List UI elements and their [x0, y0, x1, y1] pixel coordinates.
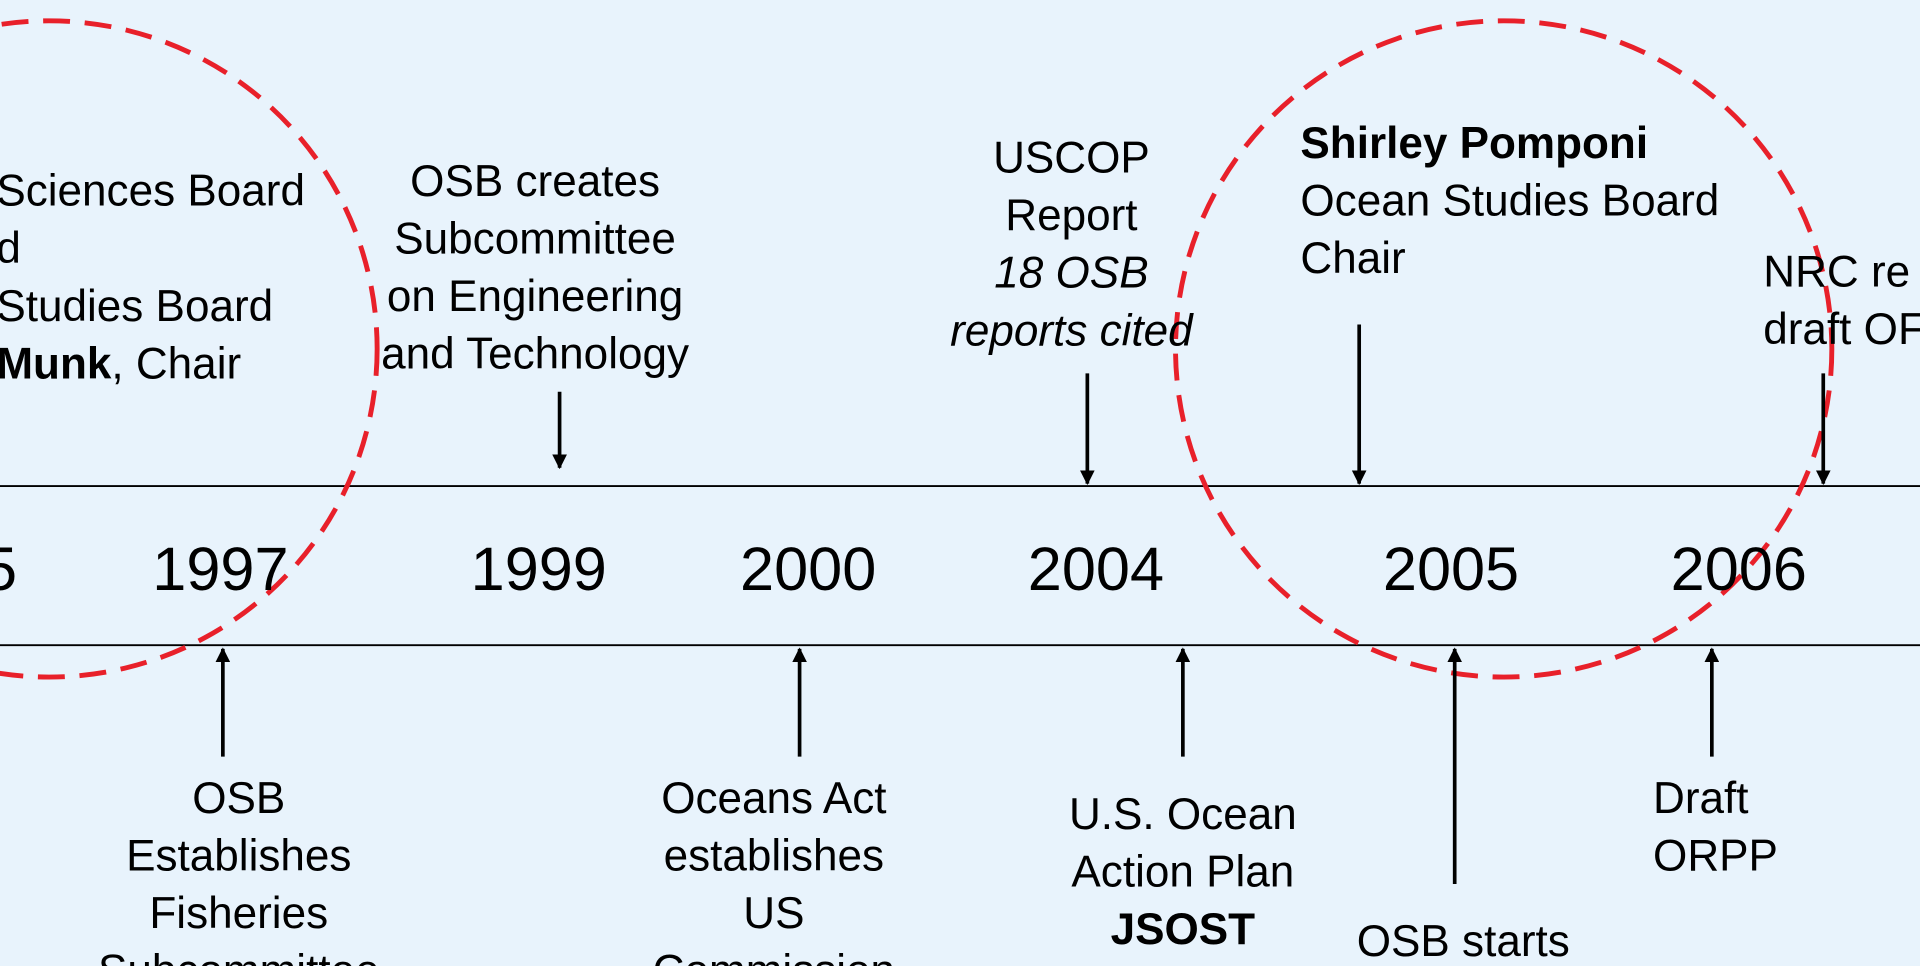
event-text: 18 OSB [994, 249, 1148, 298]
highlight-circle [0, 18, 380, 680]
event-text-run: establishes [664, 832, 884, 881]
year-label: 5 [0, 535, 17, 603]
event-text: Studies Board [0, 282, 273, 331]
event-text-run: Subcommittee [98, 947, 380, 966]
event-text: Oceans Act [661, 774, 886, 823]
event-text: Establishes [126, 832, 351, 881]
event-text: OSB starts [1357, 917, 1570, 966]
event-text: Fisheries [149, 889, 328, 938]
event-text: on Engineering [387, 272, 683, 321]
event-text: Subcommittee [98, 947, 380, 966]
event-text: Report [1005, 191, 1137, 240]
year-label: 2000 [740, 535, 876, 603]
event-text: Ocean Studies Board [1300, 176, 1719, 225]
event-text: NRC re [1763, 247, 1910, 296]
event-text-run: d [0, 224, 21, 273]
event-text: US [743, 889, 804, 938]
event-text: Commission [653, 947, 895, 966]
event-text-run: Oceans Act [661, 774, 886, 823]
event-text: d [0, 224, 21, 273]
year-label: 2006 [1671, 535, 1807, 603]
year-label: 1999 [471, 535, 607, 603]
event-text-run: on Engineering [387, 272, 683, 321]
event-text-run: Chair [1300, 234, 1405, 283]
event-text: reports cited [950, 306, 1194, 355]
event-text-run: Ocean Studies Board [1300, 176, 1719, 225]
event-text: and Technology [381, 330, 689, 379]
event-text: establishes [664, 832, 884, 881]
event-text-run: USCOP [993, 134, 1150, 183]
event-text: ORPP [1653, 832, 1778, 881]
event-text-run: OSB starts [1357, 917, 1570, 966]
event-text: Action Plan [1071, 847, 1294, 896]
event-text-run: ORPP [1653, 832, 1778, 881]
event-text-run: Action Plan [1071, 847, 1294, 896]
event-text: Subcommittee [394, 214, 676, 263]
event-text-run: Studies Board [0, 282, 273, 331]
event-text: USCOP [993, 134, 1150, 183]
event-text-run: draft OF [1763, 305, 1920, 354]
event-text: draft OF [1763, 305, 1920, 354]
event-text: Munk, Chair [0, 339, 241, 388]
event-text: Chair [1300, 234, 1405, 283]
event-text-run: reports cited [950, 306, 1194, 355]
event-text-run: Draft [1653, 774, 1748, 823]
event-text: Sciences Board [0, 167, 305, 216]
event-text-run: Fisheries [149, 889, 328, 938]
highlight-circle [1173, 18, 1835, 680]
event-text: Shirley Pomponi [1300, 119, 1648, 168]
event-text-run: Sciences Board [0, 167, 305, 216]
year-label: 2005 [1383, 535, 1519, 603]
event-text-run: OSB [192, 774, 285, 823]
event-text: JSOST [1111, 905, 1256, 954]
event-text: U.S. Ocean [1069, 790, 1297, 839]
event-text: OSB [192, 774, 285, 823]
event-text-run: and Technology [381, 330, 689, 379]
event-text-run: Shirley Pomponi [1300, 119, 1648, 168]
event-text-run: NRC re [1763, 247, 1910, 296]
event-text-run: U.S. Ocean [1069, 790, 1297, 839]
event-text-run: Munk [0, 339, 112, 388]
event-text-run: Subcommittee [394, 214, 676, 263]
year-label: 2004 [1028, 535, 1164, 603]
event-text-run: 18 OSB [994, 249, 1148, 298]
event-text-run: Report [1005, 191, 1137, 240]
event-text-run: OSB creates [410, 157, 660, 206]
event-text-run: JSOST [1111, 905, 1256, 954]
event-text-run: Commission [653, 947, 895, 966]
event-text-run: , Chair [111, 339, 241, 388]
event-text-run: US [743, 889, 804, 938]
event-text: OSB creates [410, 157, 660, 206]
event-text: Draft [1653, 774, 1748, 823]
year-label: 1997 [152, 535, 288, 603]
event-text-run: Establishes [126, 832, 351, 881]
